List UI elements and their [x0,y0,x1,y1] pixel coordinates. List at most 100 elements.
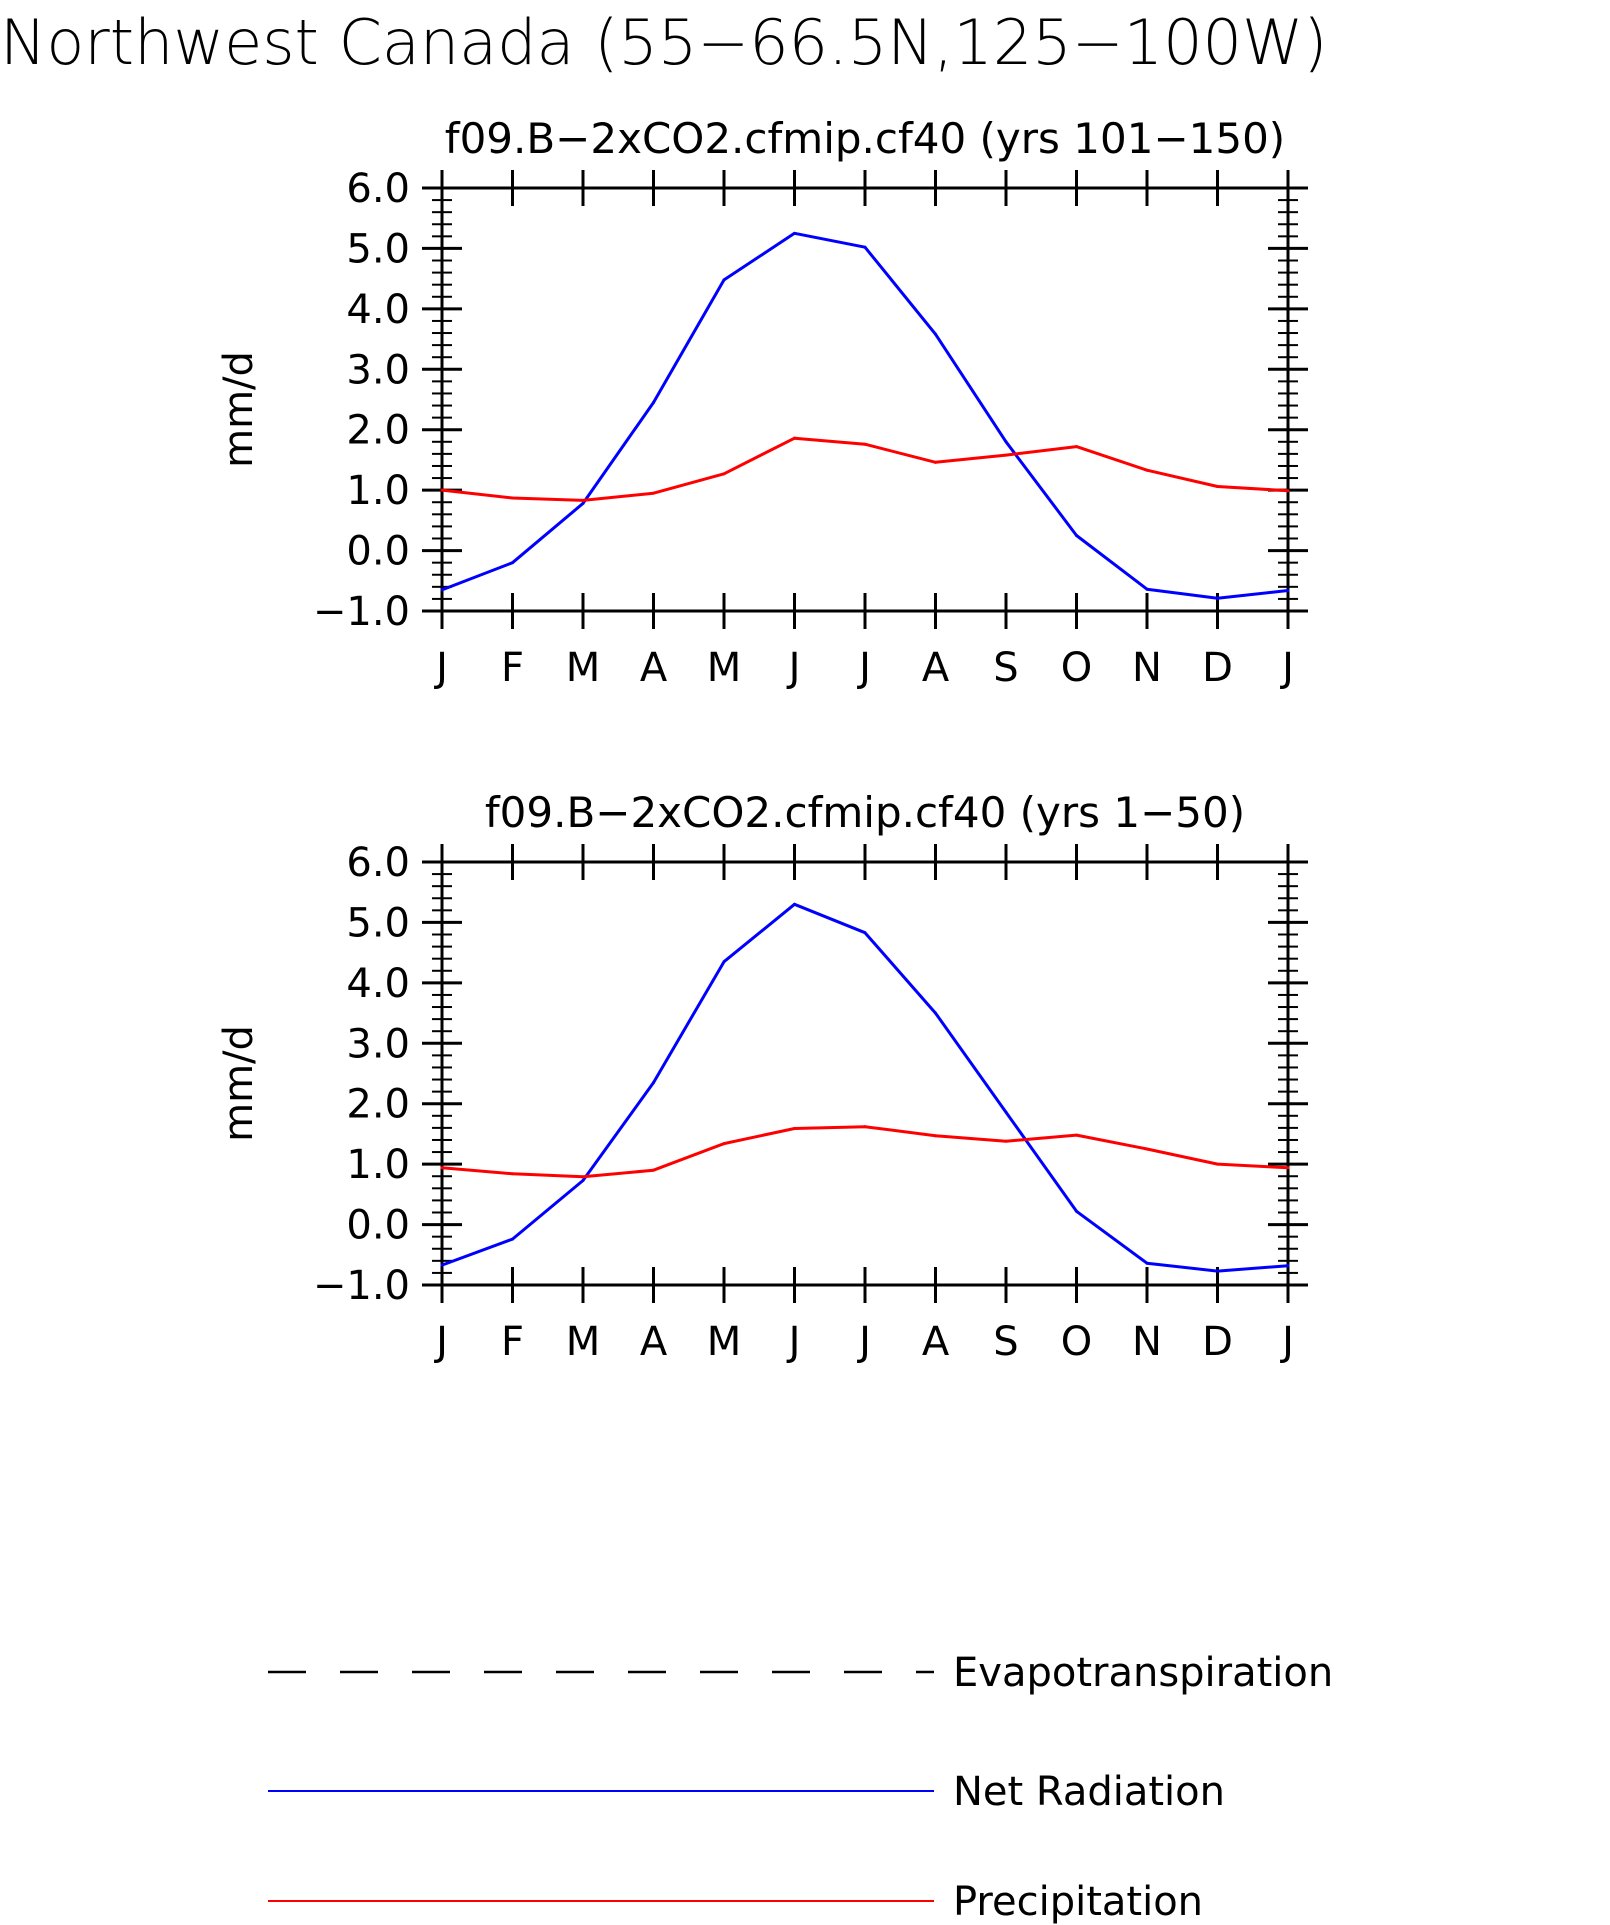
figure-title: Northwest Canada (55−66.5N,125−100W) [0,6,1328,79]
data-point-net-radiation [1004,1110,1008,1114]
y-tick-label: 2.0 [346,1082,410,1128]
data-point-precipitation [793,1126,796,1130]
y-axis-label: mm/d [216,1025,262,1142]
data-point-net-radiation [652,401,655,405]
data-point-net-radiation [1145,1261,1149,1265]
x-tick-label: D [1202,645,1233,691]
data-point-net-radiation [793,231,796,235]
x-tick-label: J [786,645,801,691]
data-point-precipitation [793,436,796,440]
data-point-precipitation [440,1166,444,1170]
y-axis-label: mm/d [216,351,262,468]
y-tick-label: 2.0 [346,408,410,454]
x-tick-label: J [1279,645,1294,691]
data-point-net-radiation [863,245,867,249]
data-point-precipitation [1075,1133,1078,1137]
x-tick-label: A [640,1319,668,1365]
data-point-precipitation [1216,1162,1219,1166]
x-tick-label: J [786,1319,801,1365]
x-tick-label: S [993,1319,1018,1365]
x-tick-label: F [501,645,524,691]
data-point-precipitation [511,1172,514,1176]
data-point-precipitation [1286,489,1290,493]
x-tick-label: M [707,1319,742,1365]
data-point-net-radiation [581,501,585,505]
series-line-net-radiation [441,231,1289,600]
x-tick-label: M [566,1319,601,1365]
y-tick-label: 6.0 [346,840,410,886]
data-point-precipitation [1004,1139,1008,1143]
series-line-net-radiation [441,902,1289,1273]
data-point-precipitation [1145,468,1149,472]
data-point-precipitation [722,472,726,476]
legend: Evapotranspiration Net Radiation Precipita… [268,1650,1333,1925]
data-point-net-radiation [934,1011,937,1015]
data-point-net-radiation [581,1178,585,1182]
data-point-precipitation [934,460,937,464]
data-point-precipitation [581,1175,585,1179]
data-point-net-radiation [1145,587,1149,591]
plot-frame [440,860,1290,1287]
data-point-net-radiation [652,1081,655,1085]
panel-title: f09.B−2xCO2.cfmip.cf40 (yrs 1−50) [485,788,1245,837]
data-point-precipitation [863,442,867,446]
data-point-precipitation [934,1134,937,1138]
data-point-precipitation [863,1125,867,1129]
data-point-net-radiation [1004,440,1008,444]
data-point-net-radiation [1286,1264,1290,1268]
x-tick-label: N [1132,645,1162,691]
data-point-net-radiation [793,902,796,906]
data-point-net-radiation [440,588,444,592]
x-tick-label: J [433,1319,448,1365]
y-tick-label: 0.0 [346,529,410,575]
data-point-net-radiation [934,332,937,336]
legend-label: Precipitation [953,1879,1203,1925]
legend-label: Net Radiation [953,1769,1225,1815]
chart-panel-1: f09.B−2xCO2.cfmip.cf40 (yrs 101−150) 6.0 5… [216,114,1308,691]
data-point-net-radiation [1216,1269,1219,1273]
y-tick-label: 1.0 [346,1142,410,1188]
x-tick-label: M [707,645,742,691]
y-tick-label: 3.0 [346,1021,410,1067]
data-point-net-radiation [1075,1209,1078,1213]
data-point-net-radiation [1286,588,1290,592]
plot-frame [440,186,1290,613]
data-point-net-radiation [440,1263,444,1267]
data-point-precipitation [511,496,514,500]
y-tick-label: 5.0 [346,900,410,946]
x-tick-label: J [856,645,871,691]
x-tick-label: J [1279,1319,1294,1365]
data-point-net-radiation [511,561,514,565]
x-tick-label: O [1061,645,1092,691]
data-point-precipitation [1075,445,1078,449]
x-tick-label: M [566,645,601,691]
y-tick-label: 0.0 [346,1203,410,1249]
x-tick-label: S [993,645,1018,691]
data-point-net-radiation [722,278,726,282]
y-tick-label: 4.0 [346,961,410,1007]
x-tick-label: O [1061,1319,1092,1365]
series-line-precipitation [441,436,1289,502]
data-point-precipitation [581,498,585,502]
y-tick-label: 4.0 [346,287,410,333]
x-tick-label: D [1202,1319,1233,1365]
data-point-precipitation [1004,453,1008,457]
data-point-net-radiation [863,931,867,935]
panel-title: f09.B−2xCO2.cfmip.cf40 (yrs 101−150) [445,114,1285,163]
y-tick-label: −1.0 [313,589,410,635]
x-tick-label: A [922,1319,950,1365]
x-tick-label: J [856,1319,871,1365]
y-tick-label: 1.0 [346,468,410,514]
y-tick-label: −1.0 [313,1263,410,1309]
data-point-precipitation [440,488,444,492]
data-point-precipitation [1216,485,1219,489]
data-point-precipitation [652,1168,655,1172]
data-point-precipitation [1145,1147,1149,1151]
data-point-net-radiation [511,1237,514,1241]
x-tick-label: A [922,645,950,691]
series-line-precipitation [441,1125,1289,1179]
y-tick-label: 6.0 [346,166,410,212]
y-tick-label: 5.0 [346,226,410,272]
x-tick-label: F [501,1319,524,1365]
